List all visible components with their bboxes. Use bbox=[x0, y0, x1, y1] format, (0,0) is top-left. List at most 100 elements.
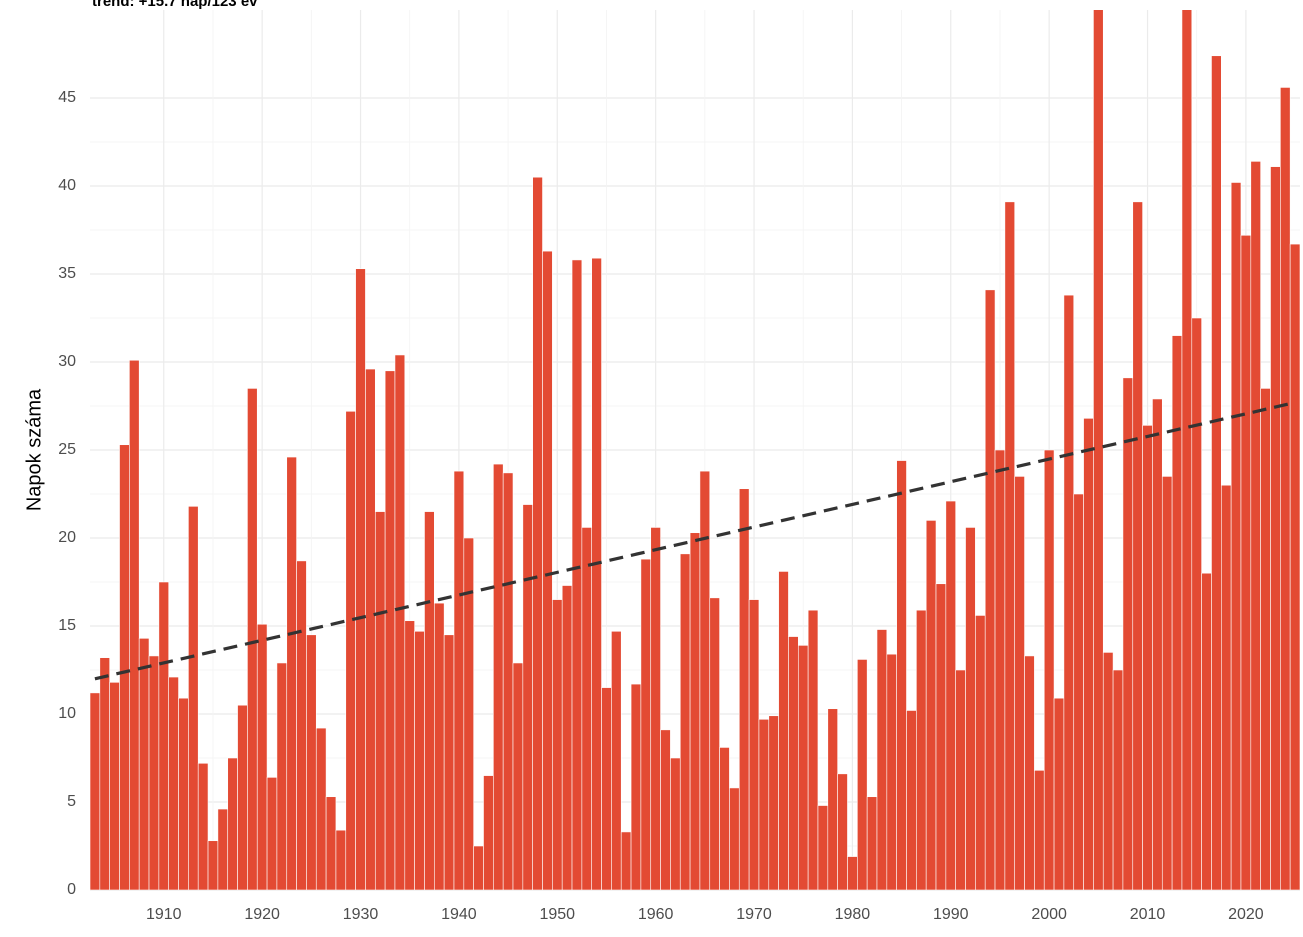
bar bbox=[345, 410, 356, 890]
bar bbox=[129, 359, 140, 890]
bar bbox=[916, 609, 927, 890]
bar bbox=[1171, 335, 1183, 890]
bar bbox=[512, 662, 524, 890]
y-axis-label: Napok száma bbox=[23, 388, 45, 511]
bar bbox=[640, 558, 652, 890]
bar bbox=[689, 532, 701, 890]
bar bbox=[876, 629, 888, 890]
bar bbox=[1280, 87, 1291, 890]
bar bbox=[1270, 166, 1281, 890]
bar bbox=[1073, 493, 1084, 890]
bar bbox=[965, 527, 976, 890]
x-tick-label: 1910 bbox=[146, 906, 182, 923]
bar bbox=[414, 630, 425, 890]
bar bbox=[1191, 317, 1202, 890]
bar bbox=[1063, 294, 1075, 890]
x-tick-label: 1970 bbox=[736, 906, 772, 923]
bar bbox=[994, 449, 1006, 890]
bar bbox=[168, 676, 179, 890]
bar bbox=[90, 692, 101, 890]
bar bbox=[325, 796, 337, 890]
bar bbox=[296, 560, 307, 890]
x-tick-label: 1930 bbox=[343, 906, 379, 923]
bar bbox=[1201, 572, 1212, 890]
bar bbox=[1102, 652, 1114, 890]
bar bbox=[434, 602, 445, 890]
bar bbox=[1289, 243, 1300, 890]
bar bbox=[315, 727, 327, 890]
trend-line bbox=[94, 400, 1296, 681]
bar bbox=[1093, 10, 1104, 890]
bar bbox=[1152, 398, 1163, 890]
bar bbox=[1053, 697, 1065, 890]
bar bbox=[404, 620, 415, 890]
bar bbox=[217, 808, 229, 890]
bar bbox=[886, 653, 897, 890]
bar bbox=[650, 527, 661, 890]
bar bbox=[493, 463, 504, 890]
bar bbox=[975, 615, 986, 890]
x-tick-label: 1980 bbox=[835, 906, 871, 923]
bar bbox=[1034, 770, 1045, 890]
bar bbox=[1240, 234, 1252, 890]
bar bbox=[630, 683, 642, 890]
bar bbox=[532, 176, 543, 890]
bar bbox=[1004, 201, 1016, 890]
bar bbox=[443, 634, 455, 890]
bar bbox=[748, 599, 760, 890]
bar bbox=[788, 636, 799, 890]
bar bbox=[158, 581, 169, 890]
bar bbox=[374, 511, 386, 890]
bars bbox=[90, 10, 1300, 890]
bar bbox=[729, 787, 740, 890]
bar bbox=[1043, 449, 1055, 890]
bar bbox=[827, 708, 838, 890]
bar bbox=[1122, 377, 1134, 890]
bar bbox=[581, 527, 593, 890]
bar bbox=[1083, 418, 1094, 890]
bar bbox=[109, 682, 120, 890]
bar bbox=[394, 354, 406, 890]
bar bbox=[552, 599, 563, 890]
y-tick-label: 25 bbox=[58, 441, 76, 458]
bar bbox=[1260, 388, 1271, 890]
bar bbox=[591, 257, 602, 890]
bar bbox=[758, 718, 770, 890]
bar bbox=[384, 370, 396, 890]
bar bbox=[1250, 161, 1261, 890]
bar bbox=[365, 368, 376, 890]
bar bbox=[561, 585, 573, 890]
bar bbox=[473, 845, 484, 890]
bar bbox=[256, 623, 268, 890]
bar bbox=[807, 609, 819, 890]
bar bbox=[148, 655, 160, 890]
bar bbox=[276, 662, 288, 890]
bar bbox=[984, 289, 996, 890]
bar bbox=[1181, 10, 1193, 890]
bar bbox=[817, 805, 829, 890]
bar bbox=[719, 747, 730, 890]
bar bbox=[925, 520, 937, 890]
bar bbox=[483, 775, 494, 890]
bar bbox=[906, 710, 917, 890]
y-tick-label: 0 bbox=[67, 881, 76, 898]
bar bbox=[335, 829, 347, 890]
bar bbox=[138, 638, 150, 890]
y-tick-label: 5 bbox=[67, 793, 76, 810]
bar bbox=[945, 500, 956, 890]
bar bbox=[660, 729, 671, 890]
bar bbox=[188, 506, 199, 890]
bar bbox=[620, 831, 632, 890]
bar bbox=[522, 504, 533, 890]
bar bbox=[857, 659, 868, 890]
bar bbox=[227, 757, 238, 890]
bar bbox=[463, 537, 474, 890]
x-tick-label: 1990 bbox=[933, 906, 969, 923]
bar bbox=[1142, 425, 1153, 890]
y-tick-label: 40 bbox=[58, 177, 76, 194]
x-tick-label: 1960 bbox=[638, 906, 674, 923]
x-tick-label: 1940 bbox=[441, 906, 477, 923]
bar bbox=[670, 757, 681, 890]
bar bbox=[1024, 655, 1035, 890]
chart-title: trend: +15.7 nap/123 év bbox=[92, 0, 258, 10]
